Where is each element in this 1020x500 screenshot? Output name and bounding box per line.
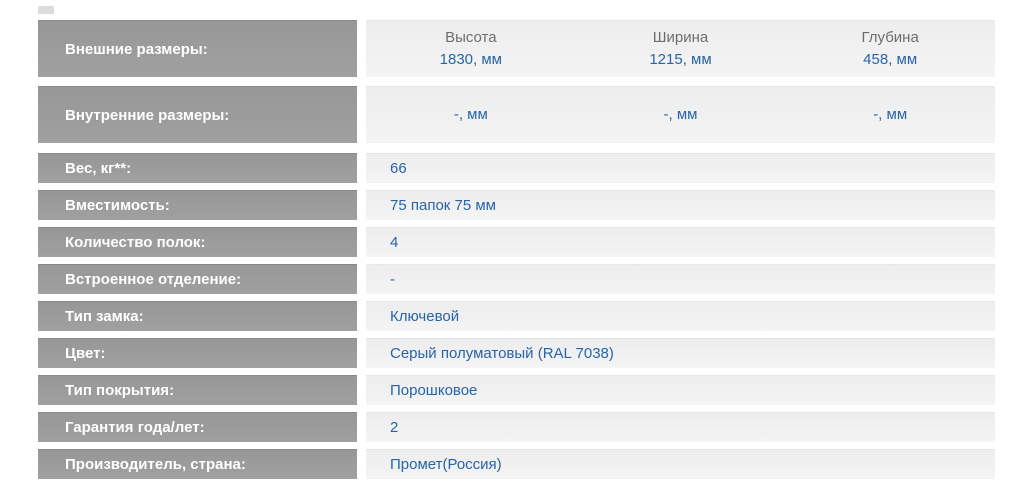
table-row: Вес, кг**: 66 <box>38 153 995 183</box>
page-fragment <box>38 6 54 14</box>
dimension-value: -, мм <box>873 106 908 123</box>
spec-value: Ключевой <box>366 301 995 331</box>
spec-value-group: Высота 1830, мм Ширина 1215, мм Глубина … <box>366 20 995 77</box>
spec-label: Вес, кг**: <box>38 153 357 183</box>
spec-value: 75 папок 75 мм <box>366 190 995 220</box>
spec-value: 4 <box>366 227 995 257</box>
table-row: Внутренние размеры: -, мм -, мм -, мм <box>38 86 995 143</box>
table-row: Тип замка: Ключевой <box>38 301 995 331</box>
dimension-column-height: Высота 1830, мм <box>366 21 576 77</box>
table-row: Встроенное отделение: - <box>38 264 995 294</box>
dimension-value: 1830, мм <box>439 51 502 68</box>
spec-label: Внешние размеры: <box>38 20 357 77</box>
dimension-name: Глубина <box>861 29 919 46</box>
dimension-column-width: Ширина 1215, мм <box>576 21 786 77</box>
spec-label: Производитель, страна: <box>38 449 357 479</box>
dimension-name: Ширина <box>652 29 709 46</box>
spec-label: Тип замка: <box>38 301 357 331</box>
spec-label: Вместимость: <box>38 190 357 220</box>
dimension-value: -, мм <box>663 106 698 123</box>
spec-value: Порошковое <box>366 375 995 405</box>
spec-value: Промет(Россия) <box>366 449 995 479</box>
spec-value: - <box>366 264 995 294</box>
dimension-value: -, мм <box>453 106 488 123</box>
spec-label: Цвет: <box>38 338 357 368</box>
spec-value: 2 <box>366 412 995 442</box>
dimension-value: 458, мм <box>863 51 918 68</box>
table-row: Вместимость: 75 папок 75 мм <box>38 190 995 220</box>
spec-label: Количество полок: <box>38 227 357 257</box>
table-row: Тип покрытия: Порошковое <box>38 375 995 405</box>
spec-label: Тип покрытия: <box>38 375 357 405</box>
spec-value-group: -, мм -, мм -, мм <box>366 86 995 143</box>
table-row: Гарантия года/лет: 2 <box>38 412 995 442</box>
spec-value: 66 <box>366 153 995 183</box>
spec-value: Серый полуматовый (RAL 7038) <box>366 338 995 368</box>
table-row: Внешние размеры: Высота 1830, мм Ширина … <box>38 20 995 77</box>
spec-label: Встроенное отделение: <box>38 264 357 294</box>
spec-label: Внутренние размеры: <box>38 86 357 143</box>
dimension-column-depth: Глубина 458, мм <box>785 21 995 77</box>
table-row: Количество полок: 4 <box>38 227 995 257</box>
table-row: Цвет: Серый полуматовый (RAL 7038) <box>38 338 995 368</box>
dimension-name: Высота <box>445 29 497 46</box>
dimension-value: 1215, мм <box>649 51 712 68</box>
spec-label: Гарантия года/лет: <box>38 412 357 442</box>
table-row: Производитель, страна: Промет(Россия) <box>38 449 995 479</box>
